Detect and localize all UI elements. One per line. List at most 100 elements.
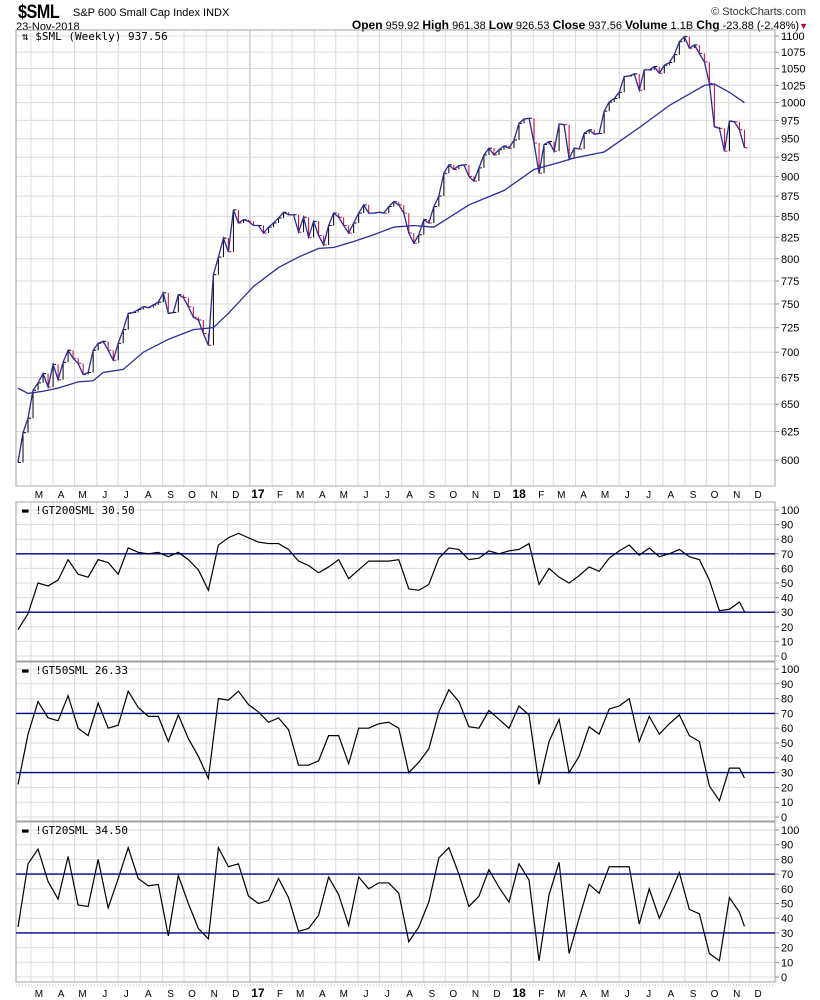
y-tick-label: 0 [781,651,787,663]
indicator-line [17,532,745,631]
panel-legend: ▬ !GT200SML 30.50 [22,504,135,517]
month-label: M [35,490,43,501]
month-label: M [557,989,565,1000]
month-label: D [232,490,239,501]
month-label: S [428,490,435,501]
y-tick-label: 90 [781,520,793,532]
month-label: A [406,490,413,501]
month-label: D [493,490,500,501]
chg-value: -23.88 (-2.48%) [722,20,800,32]
y-tick-label: 40 [781,593,793,605]
y-tick-label: 650 [781,399,799,411]
y-tick-label: 40 [781,913,793,925]
y-tick-label: 100 [781,825,799,837]
month-label: J [625,989,630,1000]
month-label: A [145,989,152,1000]
month-label: M [296,490,304,501]
y-tick-label: 70 [781,869,793,881]
low-label: Low [488,18,513,32]
month-label: A [580,490,587,501]
y-tick-label: 600 [781,455,799,467]
month-label: D [493,989,500,1000]
month-label: A [58,989,65,1000]
month-label: A [319,490,326,501]
y-tick-label: 725 [781,323,799,335]
volume-label: Volume [625,18,668,32]
month-label: 17 [251,986,265,1000]
price-date-axis: M A M J J A S O N D 17 F M A M J J A S O N D 18 F M A M J J A S O N D [16,485,775,501]
y-tick-label: 90 [781,840,793,852]
y-tick-label: 0 [781,812,787,824]
month-label: 18 [512,986,526,1000]
high-label: High [422,18,449,32]
month-label: F [277,490,283,501]
month-label: D [755,989,762,1000]
y-tick-label: 30 [781,768,793,780]
copyright: © StockCharts.com [711,6,806,18]
panel-border [15,821,776,983]
volume-value: 1.1B [670,20,694,32]
triangle-down-icon: ▼ [799,21,808,31]
y-tick-label: 60 [781,884,793,896]
open-value: 959.92 [385,20,420,32]
indicator-line [17,688,745,803]
indicator-line [17,845,746,962]
close-line [17,35,746,463]
indicator-panel-2: 0 10 20 30 40 50 60 70 80 90 100 ▬ !GT50SML 26.33 [15,661,799,824]
month-label: N [472,490,479,501]
y-tick-label: 900 [781,171,799,183]
month-label: N [211,490,218,501]
month-label: J [363,490,368,501]
month-label: O [188,989,196,1000]
month-label: M [557,490,565,501]
y-tick-label: 20 [781,622,793,634]
close-label: Close [552,18,586,32]
panel-border [15,501,776,662]
month-label: D [755,490,762,501]
y-tick-label: 825 [781,232,799,244]
month-label: 18 [512,487,526,501]
y-tick-label: 1025 [781,80,805,92]
month-label: F [538,490,544,501]
symbol: $SML [18,2,60,23]
month-label: N [211,989,218,1000]
month-label: J [102,989,107,1000]
exchange: INDX [203,7,230,19]
y-tick-label: 10 [781,957,793,969]
y-tick-label: 875 [781,191,799,203]
y-tick-label: 80 [781,854,793,866]
y-tick-label: 975 [781,115,799,127]
panel-legend: ▬ !GT20SML 34.50 [22,824,128,837]
month-label: J [625,490,630,501]
low-value: 926.53 [515,20,550,32]
high-value: 961.38 [452,20,486,32]
month-label: N [733,490,740,501]
index-name: S&P 600 Small Cap Index INDX [73,7,229,19]
month-label: O [188,490,196,501]
month-label: D [232,989,239,1000]
month-label: J [385,490,390,501]
month-label: N [472,989,479,1000]
y-tick-label: 30 [781,928,793,940]
y-tick-label: 60 [781,563,793,575]
month-label: A [580,989,587,1000]
month-label: O [711,490,719,501]
month-label: A [668,989,675,1000]
y-tick-label: 850 [781,211,799,223]
y-tick-label: 10 [781,636,793,648]
month-label: O [449,989,457,1000]
month-label: M [601,490,609,501]
month-label: J [124,490,129,501]
y-tick-label: 1075 [781,47,805,59]
indicator-panel-3: 0 10 20 30 40 50 60 70 80 90 100 ▬ !GT20SML 34.50 [15,821,799,984]
month-label: S [167,490,174,501]
month-label: N [733,989,740,1000]
y-tick-label: 950 [781,134,799,146]
month-label: S [167,989,174,1000]
month-label: J [646,490,651,501]
moving-average-line [17,83,745,395]
month-label: M [601,989,609,1000]
month-label: 17 [251,487,265,501]
month-label: S [690,989,697,1000]
month-label: O [711,989,719,1000]
